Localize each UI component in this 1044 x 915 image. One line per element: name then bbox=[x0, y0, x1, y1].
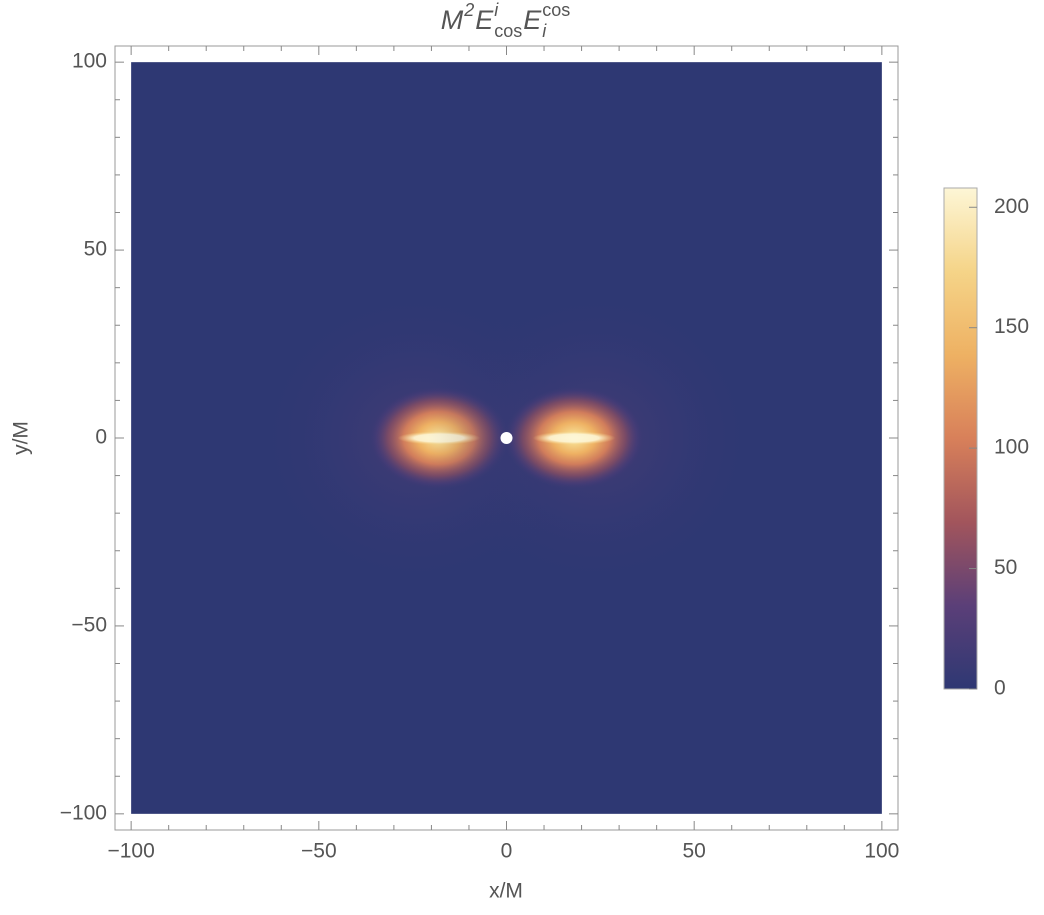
title-sup: 2 bbox=[463, 0, 474, 20]
x-tick-label: 0 bbox=[501, 840, 513, 863]
colorbar-tick-label: 50 bbox=[994, 556, 1017, 579]
x-axis-label: x/M bbox=[489, 880, 523, 903]
title-sup: i bbox=[494, 0, 499, 20]
colorbar-tick-label: 200 bbox=[994, 195, 1029, 218]
y-axis-label: y/M bbox=[10, 421, 33, 455]
colorbar-tick-label: 100 bbox=[994, 436, 1029, 459]
lobe-core bbox=[532, 431, 616, 445]
y-tick-label: −50 bbox=[71, 613, 107, 636]
title-sub: cos bbox=[494, 21, 522, 41]
title-sub: i bbox=[542, 21, 547, 41]
title-base: M bbox=[441, 5, 464, 35]
title-base: E bbox=[523, 5, 542, 35]
x-tick-label: −50 bbox=[301, 840, 337, 863]
colorbar-tick-label: 0 bbox=[994, 677, 1006, 700]
y-tick-label: −100 bbox=[60, 801, 107, 824]
title-sup: cos bbox=[542, 0, 570, 20]
y-tick-label: 50 bbox=[84, 238, 107, 261]
x-tick-label: −100 bbox=[107, 840, 154, 863]
y-tick-label: 0 bbox=[95, 426, 107, 449]
title-base: E bbox=[475, 5, 494, 35]
colorbar bbox=[943, 187, 978, 690]
y-tick-label: 100 bbox=[72, 50, 107, 73]
center-marker bbox=[500, 432, 513, 444]
colorbar-tick-label: 150 bbox=[994, 315, 1029, 338]
x-tick-label: 100 bbox=[864, 840, 899, 863]
x-tick-label: 50 bbox=[683, 840, 706, 863]
